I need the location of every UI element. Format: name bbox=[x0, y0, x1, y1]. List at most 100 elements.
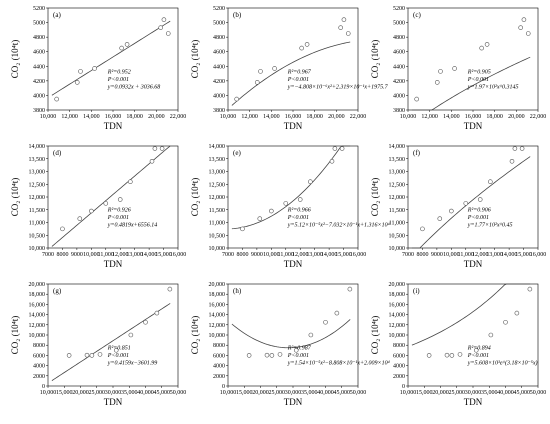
data-point bbox=[293, 347, 299, 353]
y-tick-label: 5200 bbox=[213, 6, 225, 12]
data-point bbox=[414, 96, 419, 102]
x-tick-label: 22,000 bbox=[350, 114, 367, 120]
annotation: R²=0.926 bbox=[107, 207, 131, 213]
y-tick-label: 2000 bbox=[393, 374, 405, 380]
y-axis-label: CO₂ (10⁴t) bbox=[10, 40, 20, 79]
data-point bbox=[165, 31, 171, 36]
y-tick-label: 8000 bbox=[213, 343, 225, 349]
data-point bbox=[272, 66, 277, 71]
x-tick-label: 25,000 bbox=[449, 390, 466, 396]
x-tick-label: 10,000 bbox=[40, 390, 57, 396]
y-tick-label: 4000 bbox=[393, 364, 405, 370]
x-axis-label: TDN bbox=[104, 259, 123, 269]
y-tick-label: 0 bbox=[402, 384, 405, 390]
data-point bbox=[234, 96, 239, 102]
x-tick-label: 18,000 bbox=[486, 114, 503, 120]
data-point bbox=[113, 347, 119, 353]
panel-label: (f) bbox=[413, 149, 421, 157]
y-tick-label: 4800 bbox=[213, 35, 225, 41]
y-tick-label: 18,000 bbox=[29, 292, 46, 298]
y-tick-label: 3800 bbox=[213, 108, 225, 114]
data-point bbox=[117, 197, 123, 202]
x-tick-label: 12,000 bbox=[292, 252, 309, 258]
y-tick-label: 12,000 bbox=[209, 195, 226, 201]
y-tick-label: 16,000 bbox=[209, 302, 226, 308]
y-tick-label: 4200 bbox=[393, 79, 405, 85]
x-tick-label: 12,000 bbox=[241, 114, 258, 120]
y-tick-label: 4800 bbox=[393, 35, 405, 41]
y-tick-label: 5200 bbox=[33, 6, 45, 12]
annotation: R²=0.905 bbox=[467, 69, 491, 75]
x-tick-label: 11,000 bbox=[278, 252, 294, 258]
y-tick-label: 11,500 bbox=[29, 208, 45, 214]
fit-line bbox=[411, 156, 531, 249]
y-tick-label: 4000 bbox=[213, 364, 225, 370]
panel-label: (d) bbox=[53, 149, 62, 157]
data-point bbox=[269, 353, 275, 358]
x-tick-label: 15,000 bbox=[416, 390, 433, 396]
y-tick-label: 20,000 bbox=[29, 282, 46, 288]
data-point bbox=[308, 179, 313, 184]
panel-b: 10,000 12,000 14,000 16,000 18,000 20,000 22,0… bbox=[190, 6, 389, 131]
data-point bbox=[509, 159, 515, 164]
data-point bbox=[158, 25, 163, 30]
fit-line bbox=[411, 56, 531, 111]
x-tick-label: 14,000 bbox=[321, 252, 338, 258]
y-tick-label: 12,000 bbox=[29, 195, 46, 201]
x-tick-label: 25,000 bbox=[269, 390, 286, 396]
data-point bbox=[78, 69, 83, 74]
y-tick-label: 4000 bbox=[33, 93, 45, 99]
x-tick-label: 10,000 bbox=[263, 252, 280, 258]
x-axis-label: TDN bbox=[104, 121, 123, 131]
data-point bbox=[347, 286, 353, 292]
annotation: y=1.54×10⁻⁵x²−8.808×10⁻¹x+2.009×10⁴ bbox=[287, 359, 390, 366]
x-tick-label: 15,000 bbox=[335, 252, 352, 258]
x-tick-label: 11,000 bbox=[98, 252, 114, 258]
data-point bbox=[89, 208, 94, 214]
y-tick-label: 14,000 bbox=[389, 313, 406, 319]
x-tick-label: 16,000 bbox=[530, 252, 547, 258]
y-tick-label: 12,500 bbox=[29, 182, 46, 188]
y-tick-label: 4600 bbox=[393, 50, 405, 56]
y-tick-label: 6000 bbox=[33, 353, 45, 359]
panel-label: (e) bbox=[233, 149, 241, 157]
x-axis-label: TDN bbox=[284, 259, 303, 269]
annotation: P<0.001 bbox=[287, 215, 309, 221]
data-point bbox=[503, 319, 508, 325]
x-axis-label: TDN bbox=[464, 397, 483, 407]
x-tick-label: 7000 bbox=[42, 252, 54, 258]
y-tick-label: 8000 bbox=[33, 343, 45, 349]
plot-frame bbox=[47, 7, 179, 111]
y-tick-label: 4400 bbox=[393, 64, 405, 70]
x-tick-label: 10,000 bbox=[83, 252, 100, 258]
x-tick-label: 40,000 bbox=[317, 390, 334, 396]
data-point bbox=[119, 45, 124, 51]
x-tick-label: 20,000 bbox=[508, 114, 525, 120]
y-tick-label: 10,000 bbox=[389, 246, 406, 252]
y-tick-label: 11,000 bbox=[209, 221, 225, 227]
x-tick-label: 50,000 bbox=[530, 390, 547, 396]
data-point bbox=[258, 69, 263, 74]
x-tick-label: 12,000 bbox=[421, 114, 438, 120]
y-tick-label: 16,000 bbox=[389, 302, 406, 308]
x-tick-label: 22,000 bbox=[170, 114, 187, 120]
y-axis-label: CO₂ (10⁴t) bbox=[370, 316, 380, 355]
y-tick-label: 13,000 bbox=[389, 170, 406, 176]
y-tick-label: 14,000 bbox=[389, 144, 406, 150]
y-tick-label: 16,000 bbox=[29, 302, 46, 308]
data-point bbox=[92, 66, 97, 71]
annotation: R²=0.952 bbox=[107, 69, 131, 75]
data-point bbox=[473, 347, 479, 353]
y-tick-label: 12,000 bbox=[209, 323, 226, 329]
annotation: P<0.001 bbox=[107, 353, 129, 359]
panel-g: 10,000 15,000 20,000 25,000 30,000 35,000 40,0… bbox=[10, 282, 186, 407]
data-point bbox=[457, 352, 463, 357]
plot-frame bbox=[407, 7, 539, 111]
x-tick-label: 22,000 bbox=[530, 114, 547, 120]
data-point bbox=[521, 17, 527, 22]
data-point bbox=[84, 352, 90, 358]
x-axis-label: TDN bbox=[284, 397, 303, 407]
x-tick-label: 50,000 bbox=[350, 390, 367, 396]
data-point bbox=[299, 45, 304, 51]
